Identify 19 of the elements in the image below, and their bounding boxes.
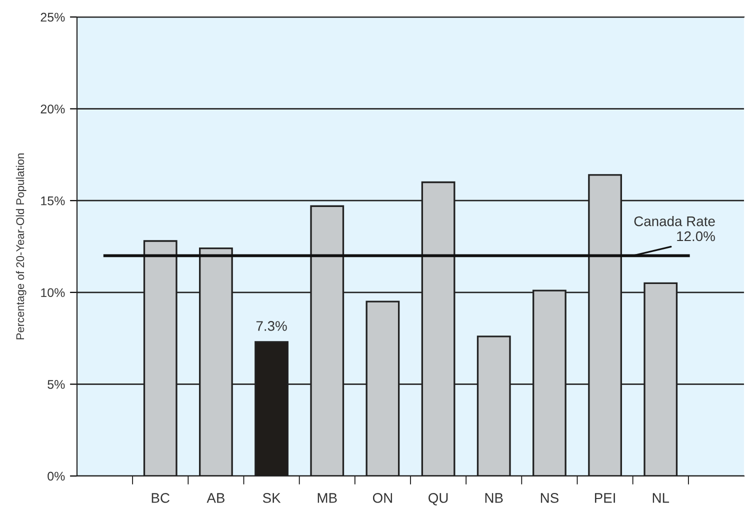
- x-tick-label: MB: [318, 493, 337, 503]
- y-tick-label: 10%: [41, 288, 65, 298]
- y-tick-label: 25%: [40, 12, 65, 22]
- y-tick-label: 5%: [48, 380, 65, 389]
- y-tick-label: 20%: [40, 104, 65, 114]
- x-tick-label: NL: [652, 493, 670, 503]
- x-tick-label: NB: [485, 493, 503, 503]
- data-label: 7.3%: [256, 321, 287, 331]
- x-tick-label: AB: [206, 493, 224, 503]
- y-axis-title: Percentage of 20-Year-Old Population: [16, 154, 26, 340]
- x-tick-label: NS: [540, 493, 558, 503]
- y-tick-label: 15%: [41, 196, 65, 206]
- x-tick-label: ON: [372, 493, 392, 503]
- x-tick-label: SK: [262, 493, 281, 503]
- x-tick-label: QU: [428, 493, 448, 506]
- x-tick-label: PEI: [594, 493, 615, 503]
- y-tick-label: 0%: [48, 472, 65, 481]
- ref-line-label: Canada Rate 12.0%: [634, 216, 715, 242]
- x-tick-label: BC: [152, 493, 170, 503]
